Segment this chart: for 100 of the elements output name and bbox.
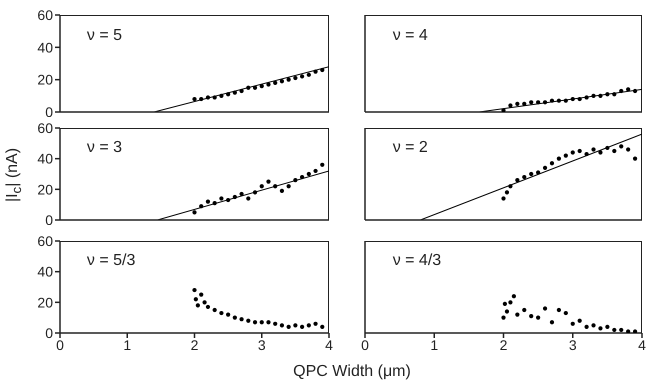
point [280,323,284,328]
point [598,326,603,331]
point [564,153,568,158]
point [632,329,638,333]
point [266,320,271,324]
point [252,190,258,195]
point [502,302,507,306]
point [320,162,324,167]
point [515,178,520,182]
point [280,79,284,84]
point [232,194,237,200]
point [515,312,520,317]
point [313,322,318,326]
y-tick-label: 60 [37,6,54,23]
point [570,96,575,102]
point [504,309,510,314]
point [591,323,596,328]
point [550,320,554,324]
y-tick-label: 40 [37,39,54,56]
point [612,148,616,154]
point [239,192,244,196]
point [536,170,540,175]
point [300,74,304,79]
point [260,320,264,324]
point [501,316,506,320]
annotation: ν = 4 [392,26,428,45]
point [591,94,596,98]
point [578,318,582,323]
point [584,152,589,156]
point [529,172,534,176]
point [192,210,197,214]
x-tick-label: 1 [430,336,438,353]
point [196,303,200,308]
y-tick-label: 40 [37,150,54,167]
point [626,147,630,152]
point [293,178,298,182]
point [619,328,624,332]
point [536,100,540,104]
x-tick-label: 4 [638,336,646,353]
point [313,69,318,74]
point [266,180,271,184]
point [273,184,278,188]
point [192,96,197,102]
point [508,103,513,108]
point [202,300,207,304]
y-tick-label: 20 [37,72,54,88]
point [212,201,217,206]
point [300,174,304,180]
point [306,172,311,176]
point [542,100,548,104]
point [612,328,616,332]
point [266,82,271,87]
point [260,84,264,88]
point [529,100,534,104]
point [199,96,204,102]
point [504,190,510,195]
point [293,323,298,328]
point [300,324,304,329]
point [564,310,568,316]
x-axis-title: QPC Width (μm) [293,363,411,381]
point [570,150,575,155]
point [550,98,554,103]
point [286,184,291,188]
point [632,156,638,161]
point [578,96,582,102]
point [273,80,278,86]
point [232,316,237,320]
point [239,88,244,94]
point [632,88,638,94]
point [306,72,311,77]
point [512,294,516,298]
point [556,308,562,312]
point [556,156,562,161]
y-tick-label: 0 [45,212,54,228]
point [206,95,210,100]
point [598,94,603,98]
point [246,318,250,323]
x-tick-label: 1 [123,336,132,353]
point [260,184,264,188]
point [306,323,311,328]
x-tick-label: 3 [568,336,577,353]
y-tick-label: 0 [45,324,54,341]
point [206,304,210,310]
point [522,308,526,312]
point [619,144,624,149]
x-tick-label: 2 [190,336,199,353]
point [605,92,610,96]
point [212,308,217,312]
point [501,108,506,112]
point [605,324,610,329]
point [192,288,197,292]
point [280,188,284,193]
point [239,317,244,322]
point [598,150,603,155]
point [219,94,224,98]
point [219,196,224,201]
point [199,204,204,208]
point [206,199,210,204]
point [501,196,506,201]
annotation: ν = 5/3 [86,252,136,270]
